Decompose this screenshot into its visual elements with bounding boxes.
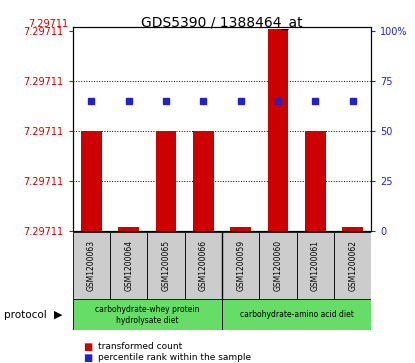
Bar: [185, 232, 222, 299]
Text: GSM1200060: GSM1200060: [273, 240, 283, 291]
Bar: [297, 232, 334, 299]
Text: ▶: ▶: [54, 310, 62, 320]
Bar: [156, 131, 176, 231]
Bar: [73, 299, 222, 330]
Text: GSM1200064: GSM1200064: [124, 240, 133, 291]
Text: ■: ■: [83, 342, 92, 352]
Bar: [193, 131, 214, 231]
Text: transformed count: transformed count: [98, 342, 182, 351]
Bar: [334, 232, 371, 299]
Text: ■: ■: [83, 352, 92, 363]
Bar: [73, 232, 110, 299]
Text: GSM1200063: GSM1200063: [87, 240, 96, 291]
Text: carbohydrate-whey protein
hydrolysate diet: carbohydrate-whey protein hydrolysate di…: [95, 305, 200, 325]
Text: percentile rank within the sample: percentile rank within the sample: [98, 353, 251, 362]
Text: GSM1200062: GSM1200062: [348, 240, 357, 291]
Bar: [268, 29, 288, 231]
Text: carbohydrate-amino acid diet: carbohydrate-amino acid diet: [240, 310, 354, 319]
Text: 7.29711: 7.29711: [28, 19, 68, 29]
Bar: [147, 232, 185, 299]
Bar: [342, 227, 363, 231]
Bar: [259, 232, 297, 299]
Text: protocol: protocol: [4, 310, 47, 320]
Text: GSM1200059: GSM1200059: [236, 240, 245, 291]
Bar: [110, 232, 147, 299]
Text: GSM1200065: GSM1200065: [161, 240, 171, 291]
Bar: [222, 299, 371, 330]
Bar: [305, 131, 326, 231]
Text: GSM1200066: GSM1200066: [199, 240, 208, 291]
Text: GDS5390 / 1388464_at: GDS5390 / 1388464_at: [141, 16, 303, 30]
Text: GSM1200061: GSM1200061: [311, 240, 320, 291]
Bar: [230, 227, 251, 231]
Bar: [118, 227, 139, 231]
Bar: [222, 232, 259, 299]
Bar: [81, 131, 102, 231]
